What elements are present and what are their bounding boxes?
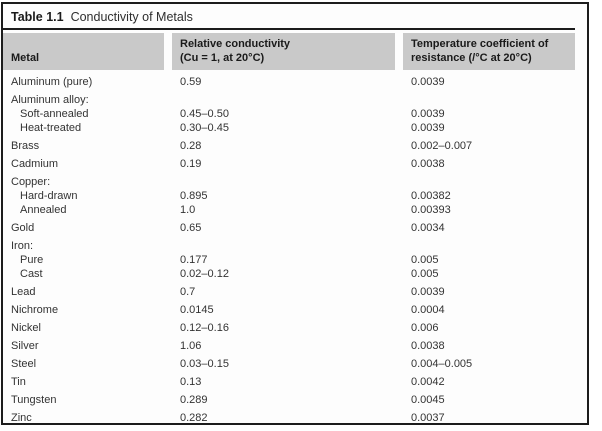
table-row: Gold 0.65 0.0034 — [3, 222, 587, 235]
conductivity-cell: 0.895 — [180, 190, 208, 202]
metal-cell: Lead — [11, 286, 36, 298]
coefficient-cell: 0.0038 — [411, 158, 445, 170]
table-row: Aluminum (pure) 0.59 0.0039 — [3, 76, 587, 89]
table-row: Nichrome 0.0145 0.0004 — [3, 304, 587, 317]
column-header-relative-conductivity: Relative conductivity (Cu = 1, at 20°C) — [172, 33, 395, 70]
metal-cell: Cadmium — [11, 158, 59, 170]
conductivity-cell: 0.12–0.16 — [180, 322, 229, 334]
conductivity-cell — [172, 176, 403, 189]
column-header-line: (Cu = 1, at 20°C) — [180, 51, 265, 64]
table-row: Aluminum alloy: — [3, 94, 587, 107]
title-divider — [3, 28, 575, 30]
conductivity-cell: 0.03–0.15 — [180, 358, 229, 370]
coefficient-cell: 0.005 — [411, 254, 439, 266]
conductivity-cell: 0.30–0.45 — [180, 122, 229, 134]
conductivity-cell: 1.06 — [180, 340, 202, 352]
coefficient-cell: 0.0034 — [411, 222, 445, 234]
metal-cell: Silver — [11, 340, 39, 352]
table-row: Heat-treated 0.30–0.45 0.0039 — [3, 122, 587, 135]
coefficient-cell: 0.005 — [411, 268, 439, 280]
table-row: Iron: — [3, 240, 587, 253]
table-row: Steel 0.03–0.15 0.004–0.005 — [3, 358, 587, 371]
metal-cell: Gold — [11, 222, 35, 234]
table-row: Copper: — [3, 176, 587, 189]
coefficient-cell: 0.0042 — [411, 376, 445, 388]
conductivity-cell: 0.02–0.12 — [180, 268, 229, 280]
conductivity-cell: 0.59 — [180, 76, 202, 88]
metal-cell: Tungsten — [11, 394, 57, 406]
column-header-temperature-coefficient: Temperature coefficient of resistance (/… — [403, 33, 575, 70]
metal-cell: Cast — [20, 268, 43, 280]
coefficient-cell: 0.0039 — [411, 76, 445, 88]
metal-cell: Annealed — [20, 204, 67, 216]
metal-cell: Hard-drawn — [20, 190, 78, 202]
conductivity-cell: 0.65 — [180, 222, 202, 234]
coefficient-cell: 0.004–0.005 — [411, 358, 473, 370]
column-header-line: Metal — [11, 51, 40, 64]
column-header-line: resistance (/°C at 20°C) — [411, 51, 532, 64]
column-header-line: Temperature coefficient of — [411, 38, 549, 50]
conductivity-cell: 0.7 — [180, 286, 196, 298]
coefficient-cell: 0.0039 — [411, 108, 445, 120]
metal-cell: Steel — [11, 358, 37, 370]
table-row: Zinc 0.282 0.0037 — [3, 412, 587, 425]
coefficient-cell: 0.00382 — [411, 190, 451, 202]
conductivity-cell — [172, 94, 403, 107]
coefficient-cell: 0.006 — [411, 322, 439, 334]
metal-cell: Iron: — [11, 240, 34, 252]
coefficient-cell: 0.002–0.007 — [411, 140, 473, 152]
conductivity-cell: 0.28 — [180, 140, 202, 152]
metal-cell: Copper: — [11, 176, 51, 188]
coefficient-cell: 0.0039 — [411, 122, 445, 134]
conductivity-cell: 0.19 — [180, 158, 202, 170]
metal-cell: Tin — [11, 376, 26, 388]
metal-cell: Zinc — [11, 412, 32, 424]
conductivity-cell: 0.282 — [180, 412, 208, 424]
metal-cell: Pure — [20, 254, 44, 266]
table-frame: Table 1.1 Conductivity of Metals Metal Re… — [1, 2, 589, 425]
table-row: Tungsten 0.289 0.0045 — [3, 394, 587, 407]
conductivity-cell: 0.13 — [180, 376, 202, 388]
table-row: Hard-drawn 0.895 0.00382 — [3, 190, 587, 203]
table-row: Nickel 0.12–0.16 0.006 — [3, 322, 587, 335]
conductivity-cell: 0.0145 — [180, 304, 214, 316]
metal-cell: Brass — [11, 140, 40, 152]
table-row: Annealed 1.0 0.00393 — [3, 204, 587, 217]
conductivity-cell: 0.289 — [180, 394, 208, 406]
table-row: Brass 0.28 0.002–0.007 — [3, 140, 587, 153]
metal-cell: Soft-annealed — [20, 108, 89, 120]
table-row: Cadmium 0.19 0.0038 — [3, 158, 587, 171]
metal-cell: Heat-treated — [20, 122, 82, 134]
table-caption: Conductivity of Metals — [70, 10, 193, 24]
table-row: Cast 0.02–0.12 0.005 — [3, 268, 587, 281]
metal-cell: Aluminum (pure) — [11, 76, 93, 88]
table-row: Soft-annealed 0.45–0.50 0.0039 — [3, 108, 587, 121]
coefficient-cell — [403, 240, 587, 253]
column-header-line: Relative conductivity — [180, 38, 291, 50]
coefficient-cell — [403, 176, 587, 189]
table-number: Table 1.1 — [11, 10, 64, 24]
table-row: Lead 0.7 0.0039 — [3, 286, 587, 299]
coefficient-cell: 0.00393 — [411, 204, 451, 216]
coefficient-cell — [403, 94, 587, 107]
column-header-metal: Metal — [3, 33, 164, 70]
metal-cell: Nichrome — [11, 304, 59, 316]
conductivity-cell: 0.177 — [180, 254, 208, 266]
table-row: Tin 0.13 0.0042 — [3, 376, 587, 389]
coefficient-cell: 0.0038 — [411, 340, 445, 352]
metal-cell: Aluminum alloy: — [11, 94, 89, 106]
metal-cell: Nickel — [11, 322, 41, 334]
table-row: Silver 1.06 0.0038 — [3, 340, 587, 353]
conductivity-cell — [172, 240, 403, 253]
coefficient-cell: 0.0045 — [411, 394, 445, 406]
table-row: Pure 0.177 0.005 — [3, 254, 587, 267]
conductivity-cell: 0.45–0.50 — [180, 108, 229, 120]
coefficient-cell: 0.0037 — [411, 412, 445, 424]
table-title: Table 1.1 Conductivity of Metals — [3, 4, 587, 28]
conductivity-cell: 1.0 — [180, 204, 196, 216]
table-header-row: Metal Relative conductivity (Cu = 1, at … — [3, 33, 587, 70]
coefficient-cell: 0.0004 — [411, 304, 445, 316]
coefficient-cell: 0.0039 — [411, 286, 445, 298]
table-rows: Aluminum (pure) 0.59 0.0039 Aluminum alloy:… — [3, 76, 587, 425]
